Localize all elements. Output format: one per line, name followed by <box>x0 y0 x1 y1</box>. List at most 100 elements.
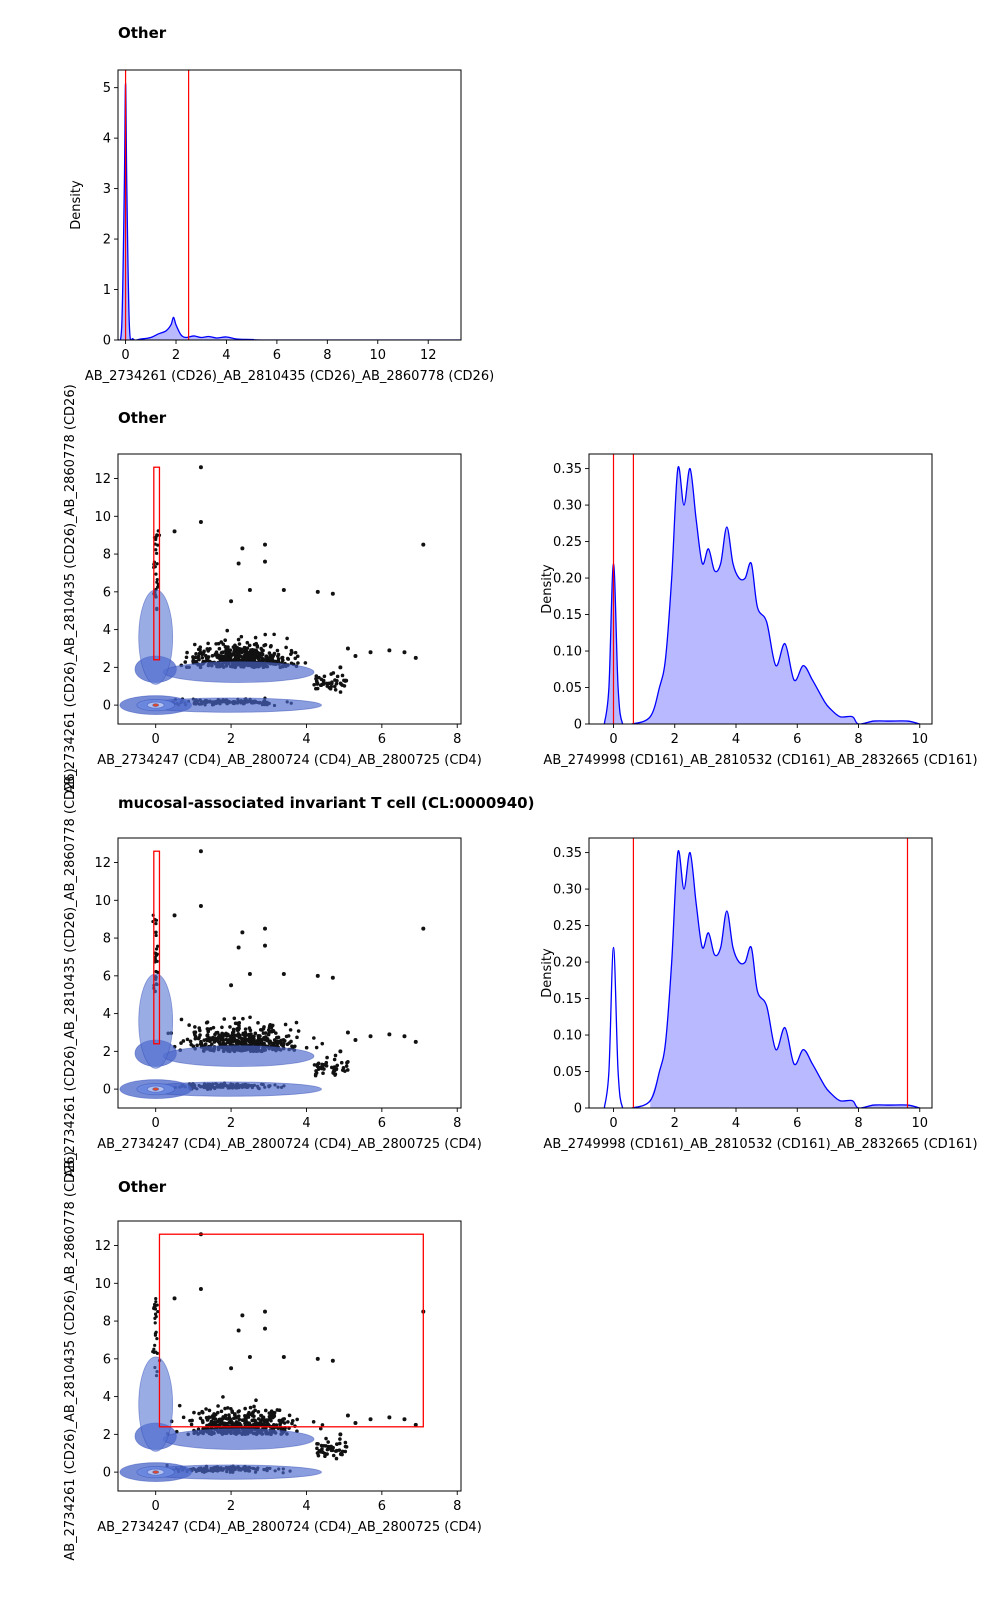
scatter-point <box>322 1444 326 1448</box>
scatter-point <box>232 1422 237 1426</box>
scatter-point <box>315 1442 319 1446</box>
scatter-point <box>210 1042 214 1046</box>
scatter-point <box>333 1053 338 1058</box>
scatter-point <box>254 641 259 646</box>
scatter-point <box>256 1021 260 1025</box>
scatter-point <box>257 1421 262 1426</box>
scatter-point <box>253 635 258 640</box>
axes-2: 0 2 4 6 8 10 0 0.05 0.10 0.15 0.20 0.25 0.30 0.35 AB_2… <box>540 462 978 768</box>
scatter-point <box>240 930 245 935</box>
x-tick-label: 2 <box>227 1116 235 1131</box>
scatter-point <box>263 943 267 948</box>
density-area <box>604 466 920 724</box>
scatter-point <box>248 1028 253 1033</box>
scatter-point <box>315 680 319 684</box>
scatter-point <box>184 655 189 660</box>
scatter-point <box>312 683 316 687</box>
scatter-point <box>205 1020 210 1024</box>
scatter-point <box>338 1049 343 1054</box>
scatter-point <box>275 1039 280 1044</box>
scatter-point <box>258 1039 263 1044</box>
scatter-point <box>211 1025 216 1030</box>
scatter-point <box>183 660 188 664</box>
scatter-point <box>216 641 221 646</box>
scatter-point <box>154 947 159 951</box>
y-tick-label: 3 <box>103 182 111 197</box>
scatter-point <box>319 677 324 682</box>
x-axis-label: AB_2734247 (CD4)_AB_2800724 (CD4)_AB_280… <box>97 1520 482 1535</box>
axes-4: 0 2 4 6 8 10 0 0.05 0.10 0.15 0.20 0.25 0.30 0.35 AB_2… <box>540 846 978 1152</box>
scatter-point <box>236 1022 240 1026</box>
scatter-point <box>332 1057 337 1062</box>
scatter-point <box>314 674 319 678</box>
y-tick-label: 0.05 <box>553 1065 582 1080</box>
x-axis-label: AB_2749998 (CD161)_AB_2810532 (CD161)_AB… <box>543 753 977 768</box>
scatter-point <box>274 1035 279 1040</box>
scatter-point <box>243 658 248 662</box>
scatter-point <box>263 1419 267 1423</box>
scatter-point <box>225 1406 230 1410</box>
scatter-point <box>155 562 159 566</box>
scatter-point <box>196 1036 201 1041</box>
scatter-point <box>248 1015 252 1020</box>
scatter-point <box>155 577 159 582</box>
scatter-point <box>261 1422 266 1426</box>
y-tick-label: 0.30 <box>553 883 582 898</box>
scatter-point <box>402 1034 407 1039</box>
scatter-point <box>324 1060 329 1065</box>
scatter-point <box>331 1069 336 1074</box>
scatter-point <box>205 1037 210 1041</box>
scatter-point <box>421 542 426 547</box>
scatter-point <box>256 1410 261 1414</box>
scatter-point <box>213 1032 217 1037</box>
scatter-point <box>205 1027 210 1031</box>
scatter-point <box>312 1036 316 1040</box>
x-tick-label: 4 <box>302 1499 310 1514</box>
scatter-point <box>257 654 262 659</box>
x-tick-label: 0 <box>121 348 129 363</box>
scatter-point <box>263 1309 267 1314</box>
scatter-point <box>334 1456 339 1461</box>
scatter-point <box>245 640 250 645</box>
scatter-point <box>281 1354 286 1359</box>
scatter-point <box>236 1421 241 1426</box>
scatter-point <box>156 543 160 547</box>
scatter-point <box>219 651 224 655</box>
x-tick-label: 0 <box>609 1116 617 1131</box>
density-contour <box>138 973 174 1069</box>
scatter-point <box>368 1034 373 1039</box>
x-tick-label: 4 <box>302 732 310 747</box>
scatter-point <box>228 648 233 652</box>
gate-rectangle <box>153 466 161 661</box>
x-tick-label: 8 <box>854 1116 862 1131</box>
scatter-point <box>338 1437 342 1441</box>
scatter-point <box>212 1412 216 1416</box>
y-axis-label: Density <box>540 948 555 998</box>
scatter-point <box>229 983 234 988</box>
scatter-point <box>267 1411 272 1415</box>
x-tick-label: 0 <box>152 1499 160 1514</box>
scatter-point <box>253 1031 258 1036</box>
scatter-point <box>223 656 228 661</box>
scatter-point <box>154 922 158 926</box>
scatter-point <box>154 1314 158 1319</box>
scatter-point <box>249 1033 253 1038</box>
scatter-point <box>263 926 267 931</box>
scatter-point <box>312 1063 317 1067</box>
scatter-point <box>345 646 350 651</box>
gate-rectangle <box>153 850 161 1045</box>
scatter-point <box>196 654 201 659</box>
plot-frame-4 <box>588 837 933 1109</box>
scatter-point <box>320 1447 324 1451</box>
scatter-point <box>219 1409 224 1414</box>
scatter-point <box>172 913 177 918</box>
scatter-point <box>200 655 205 660</box>
scatter-point <box>198 647 202 652</box>
scatter-point <box>194 652 198 656</box>
scatter-point <box>256 1042 260 1046</box>
scatter-point <box>229 599 234 604</box>
scatter-point <box>235 1028 240 1033</box>
scatter-point <box>156 1310 160 1314</box>
plot-frame-5 <box>117 1220 462 1492</box>
scatter-point <box>229 1406 233 1411</box>
